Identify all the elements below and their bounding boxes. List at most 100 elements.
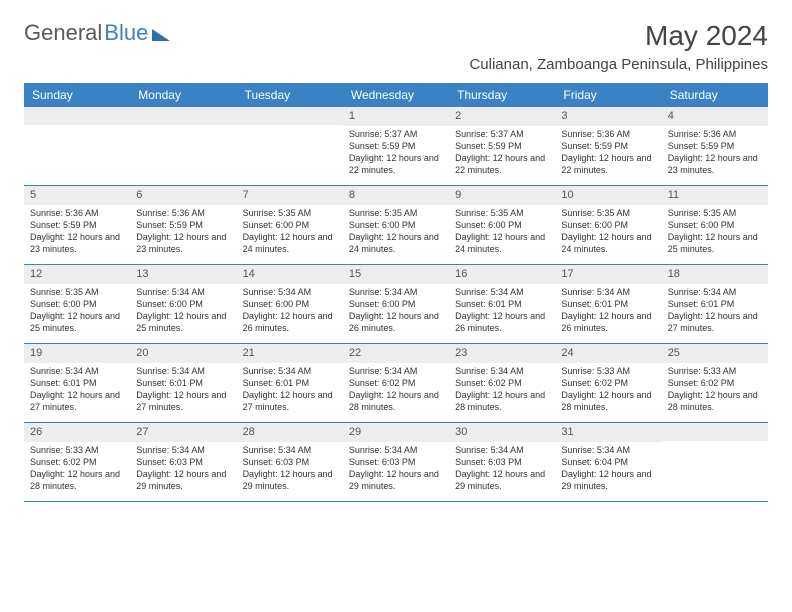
sunset-text: Sunset: 6:02 PM (668, 377, 762, 389)
day-cell: 5Sunrise: 5:36 AMSunset: 5:59 PMDaylight… (24, 186, 130, 264)
day-number: 17 (555, 265, 661, 284)
day-cell: 29Sunrise: 5:34 AMSunset: 6:03 PMDayligh… (343, 423, 449, 501)
day-content: Sunrise: 5:34 AMSunset: 6:01 PMDaylight:… (662, 284, 768, 341)
weekday-header-row: Sunday Monday Tuesday Wednesday Thursday… (24, 83, 768, 107)
daylight-text: Daylight: 12 hours and 28 minutes. (668, 389, 762, 413)
sunset-text: Sunset: 6:00 PM (455, 219, 549, 231)
weekday-header: Thursday (449, 83, 555, 107)
sunrise-text: Sunrise: 5:34 AM (136, 286, 230, 298)
sunrise-text: Sunrise: 5:36 AM (30, 207, 124, 219)
day-number: 1 (343, 107, 449, 126)
logo-triangle-icon (152, 29, 170, 41)
day-cell: 17Sunrise: 5:34 AMSunset: 6:01 PMDayligh… (555, 265, 661, 343)
day-cell (130, 107, 236, 185)
daylight-text: Daylight: 12 hours and 27 minutes. (668, 310, 762, 334)
sunrise-text: Sunrise: 5:34 AM (349, 444, 443, 456)
sunrise-text: Sunrise: 5:36 AM (668, 128, 762, 140)
week-row: 19Sunrise: 5:34 AMSunset: 6:01 PMDayligh… (24, 344, 768, 423)
day-cell: 10 Sunrise: 5:35 AMSunset: 6:00 PMDayligh… (555, 186, 661, 264)
weekday-header: Friday (555, 83, 661, 107)
day-content: Sunrise: 5:37 AMSunset: 5:59 PMDaylight:… (449, 126, 555, 183)
day-number (130, 107, 236, 125)
sunset-text: Sunset: 6:00 PM (561, 219, 655, 231)
sunrise-text: Sunrise: 5:35 AM (349, 207, 443, 219)
sunset-text: Sunset: 6:00 PM (30, 298, 124, 310)
day-cell: 28Sunrise: 5:34 AMSunset: 6:03 PMDayligh… (237, 423, 343, 501)
sunrise-text: Sunrise: 5:34 AM (561, 444, 655, 456)
sunset-text: Sunset: 6:02 PM (455, 377, 549, 389)
day-content: Sunrise: 5:36 AMSunset: 5:59 PMDaylight:… (662, 126, 768, 183)
sunrise-text: Sunrise: 5:34 AM (349, 286, 443, 298)
day-number: 15 (343, 265, 449, 284)
day-cell: 27Sunrise: 5:34 AMSunset: 6:03 PMDayligh… (130, 423, 236, 501)
sunset-text: Sunset: 5:59 PM (136, 219, 230, 231)
weekday-header: Tuesday (237, 83, 343, 107)
daylight-text: Daylight: 12 hours and 25 minutes. (668, 231, 762, 255)
sunset-text: Sunset: 6:01 PM (243, 377, 337, 389)
daylight-text: Daylight: 12 hours and 27 minutes. (243, 389, 337, 413)
daylight-text: Daylight: 12 hours and 29 minutes. (455, 468, 549, 492)
week-row: 1Sunrise: 5:37 AMSunset: 5:59 PMDaylight… (24, 107, 768, 186)
day-cell: 1Sunrise: 5:37 AMSunset: 5:59 PMDaylight… (343, 107, 449, 185)
daylight-text: Daylight: 12 hours and 27 minutes. (136, 389, 230, 413)
day-number: 27 (130, 423, 236, 442)
sunrise-text: Sunrise: 5:34 AM (455, 365, 549, 377)
day-number: 12 (24, 265, 130, 284)
day-number: 19 (24, 344, 130, 363)
title-block: May 2024 Culianan, Zamboanga Peninsula, … (469, 20, 768, 73)
daylight-text: Daylight: 12 hours and 29 minutes. (561, 468, 655, 492)
day-number: 16 (449, 265, 555, 284)
daylight-text: Daylight: 12 hours and 22 minutes. (349, 152, 443, 176)
day-content: Sunrise: 5:34 AMSunset: 6:01 PMDaylight:… (555, 284, 661, 341)
day-number: 13 (130, 265, 236, 284)
day-content: Sunrise: 5:36 AMSunset: 5:59 PMDaylight:… (24, 205, 130, 262)
day-number: 31 (555, 423, 661, 442)
day-number: 11 (662, 186, 768, 205)
sunrise-text: Sunrise: 5:36 AM (561, 128, 655, 140)
sunrise-text: Sunrise: 5:34 AM (243, 444, 337, 456)
sunrise-text: Sunrise: 5:35 AM (30, 286, 124, 298)
day-cell: 2Sunrise: 5:37 AMSunset: 5:59 PMDaylight… (449, 107, 555, 185)
day-number: 10 (555, 186, 661, 205)
daylight-text: Daylight: 12 hours and 23 minutes. (136, 231, 230, 255)
sunset-text: Sunset: 6:00 PM (136, 298, 230, 310)
day-cell: 8Sunrise: 5:35 AMSunset: 6:00 PMDaylight… (343, 186, 449, 264)
day-content: Sunrise: 5:37 AMSunset: 5:59 PMDaylight:… (343, 126, 449, 183)
logo: GeneralBlue (24, 20, 170, 46)
day-content: Sunrise: 5:34 AMSunset: 6:00 PMDaylight:… (130, 284, 236, 341)
daylight-text: Daylight: 12 hours and 25 minutes. (136, 310, 230, 334)
day-number: 22 (343, 344, 449, 363)
week-row: 26Sunrise: 5:33 AMSunset: 6:02 PMDayligh… (24, 423, 768, 502)
daylight-text: Daylight: 12 hours and 27 minutes. (30, 389, 124, 413)
day-content: Sunrise: 5:34 AMSunset: 6:03 PMDaylight:… (237, 442, 343, 499)
sunrise-text: Sunrise: 5:34 AM (668, 286, 762, 298)
sunrise-text: Sunrise: 5:34 AM (349, 365, 443, 377)
calendar: Sunday Monday Tuesday Wednesday Thursday… (24, 83, 768, 502)
daylight-text: Daylight: 12 hours and 22 minutes. (455, 152, 549, 176)
day-cell: 11Sunrise: 5:35 AMSunset: 6:00 PMDayligh… (662, 186, 768, 264)
day-content: Sunrise: 5:33 AMSunset: 6:02 PMDaylight:… (24, 442, 130, 499)
day-content: Sunrise: 5:34 AMSunset: 6:03 PMDaylight:… (449, 442, 555, 499)
daylight-text: Daylight: 12 hours and 24 minutes. (561, 231, 655, 255)
daylight-text: Daylight: 12 hours and 28 minutes. (455, 389, 549, 413)
day-number (24, 107, 130, 125)
sunrise-text: Sunrise: 5:35 AM (561, 207, 655, 219)
day-number: 8 (343, 186, 449, 205)
header: GeneralBlue May 2024 Culianan, Zamboanga… (24, 20, 768, 73)
day-cell: 15Sunrise: 5:34 AMSunset: 6:00 PMDayligh… (343, 265, 449, 343)
day-cell: 21Sunrise: 5:34 AMSunset: 6:01 PMDayligh… (237, 344, 343, 422)
daylight-text: Daylight: 12 hours and 29 minutes. (243, 468, 337, 492)
day-content: Sunrise: 5:34 AMSunset: 6:04 PMDaylight:… (555, 442, 661, 499)
sunrise-text: Sunrise: 5:34 AM (455, 286, 549, 298)
day-cell: 16Sunrise: 5:34 AMSunset: 6:01 PMDayligh… (449, 265, 555, 343)
day-cell (237, 107, 343, 185)
day-number (237, 107, 343, 125)
day-cell: 18Sunrise: 5:34 AMSunset: 6:01 PMDayligh… (662, 265, 768, 343)
day-number: 29 (343, 423, 449, 442)
daylight-text: Daylight: 12 hours and 28 minutes. (30, 468, 124, 492)
day-cell: 22Sunrise: 5:34 AMSunset: 6:02 PMDayligh… (343, 344, 449, 422)
sunset-text: Sunset: 6:01 PM (30, 377, 124, 389)
sunset-text: Sunset: 6:03 PM (243, 456, 337, 468)
day-cell: 23Sunrise: 5:34 AMSunset: 6:02 PMDayligh… (449, 344, 555, 422)
day-cell: 20Sunrise: 5:34 AMSunset: 6:01 PMDayligh… (130, 344, 236, 422)
